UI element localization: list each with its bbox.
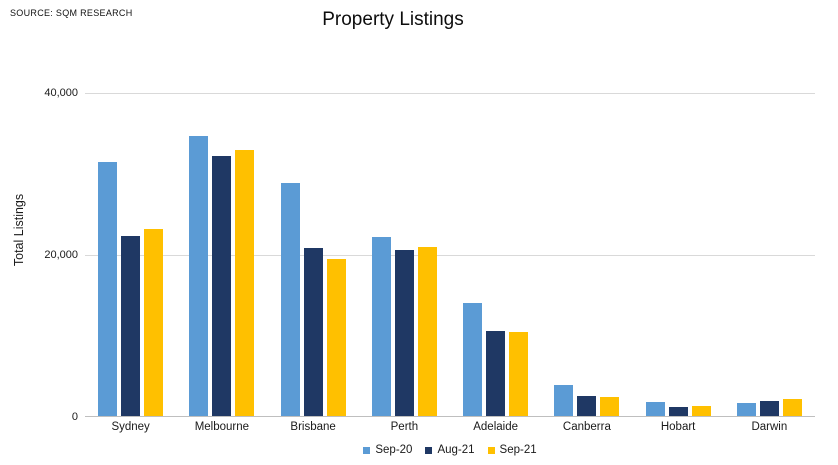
legend-label-sep-20: Sep-20 bbox=[375, 444, 413, 456]
bar-aug-21-brisbane bbox=[303, 248, 323, 416]
bar-group-darwin bbox=[724, 93, 815, 416]
bar-group-perth bbox=[359, 93, 450, 416]
bar-sep-20-adelaide bbox=[463, 302, 483, 416]
bar-group-brisbane bbox=[268, 93, 359, 416]
bar-aug-21-perth bbox=[394, 249, 414, 416]
y-tick-label-20-000: 20,000 bbox=[44, 249, 78, 261]
bar-sep-21-darwin bbox=[782, 399, 802, 416]
x-axis-label-darwin: Darwin bbox=[751, 421, 788, 433]
x-axis-label-canberra: Canberra bbox=[562, 421, 611, 433]
bar-sep-20-brisbane bbox=[280, 182, 300, 416]
bar-sep-20-darwin bbox=[736, 403, 756, 416]
legend: Sep-20 Aug-21 Sep-21 bbox=[85, 444, 815, 456]
legend-swatch-icon-aug-21 bbox=[425, 446, 433, 454]
x-axis-label-perth: Perth bbox=[390, 421, 419, 433]
x-axis-label-adelaide: Adelaide bbox=[473, 421, 518, 433]
bar-sep-20-perth bbox=[371, 236, 391, 416]
bar-aug-21-adelaide bbox=[486, 331, 506, 416]
bar-sep-20-canberra bbox=[554, 384, 574, 416]
legend-item-aug-21: Aug-21 bbox=[425, 444, 475, 456]
x-axis-label-brisbane: Brisbane bbox=[290, 421, 336, 433]
bar-group-melbourne bbox=[176, 93, 267, 416]
bar-sep-20-sydney bbox=[98, 161, 118, 416]
x-axis-labels: Sydney Melbourne Brisbane Perth Adelaide Canb… bbox=[85, 421, 815, 433]
bar-group-canberra bbox=[541, 93, 632, 416]
source-attribution: SOURCE: SQM RESEARCH bbox=[10, 8, 133, 18]
y-tick-label-40-000: 40,000 bbox=[44, 87, 78, 99]
bar-group-adelaide bbox=[450, 93, 541, 416]
legend-label-sep-21: Sep-21 bbox=[499, 444, 537, 456]
bar-aug-21-canberra bbox=[577, 395, 597, 416]
x-axis-label-sydney: Sydney bbox=[111, 421, 150, 433]
bar-sep-21-canberra bbox=[600, 397, 620, 416]
legend-item-sep-21: Sep-21 bbox=[487, 444, 537, 456]
bar-sep-21-adelaide bbox=[509, 332, 529, 416]
gridline-20000 bbox=[85, 254, 815, 256]
gridline-40000 bbox=[85, 93, 815, 94]
x-axis-label-melbourne: Melbourne bbox=[194, 421, 250, 433]
plot-area bbox=[85, 93, 815, 417]
bar-aug-21-hobart bbox=[668, 407, 688, 416]
bar-sep-21-hobart bbox=[691, 406, 711, 416]
legend-swatch-icon-sep-20 bbox=[363, 446, 371, 454]
bar-sep-21-perth bbox=[417, 247, 437, 416]
bar-sep-21-brisbane bbox=[326, 258, 346, 416]
bar-sep-20-hobart bbox=[645, 402, 665, 416]
bar-sep-21-melbourne bbox=[235, 149, 255, 416]
bar-aug-21-sydney bbox=[121, 235, 141, 416]
bar-aug-21-darwin bbox=[759, 400, 779, 416]
y-axis-title: Total Listings bbox=[12, 193, 26, 267]
bar-sep-21-sydney bbox=[144, 228, 164, 416]
bar-group-sydney bbox=[85, 93, 176, 416]
bar-sep-20-melbourne bbox=[189, 135, 209, 416]
legend-item-sep-20: Sep-20 bbox=[363, 444, 412, 456]
chart-title: Property Listings bbox=[322, 9, 464, 30]
bar-aug-21-melbourne bbox=[212, 156, 232, 416]
legend-swatch-icon-sep-21 bbox=[487, 446, 495, 454]
bar-group-hobart bbox=[633, 93, 724, 416]
bar-groups bbox=[85, 93, 815, 416]
legend-label-aug-21: Aug-21 bbox=[437, 444, 475, 456]
y-axis-tick-labels: 0 20,000 40,000 bbox=[28, 87, 78, 423]
x-axis-label-hobart: Hobart bbox=[660, 421, 696, 433]
y-tick-label-0: 0 bbox=[71, 411, 78, 423]
